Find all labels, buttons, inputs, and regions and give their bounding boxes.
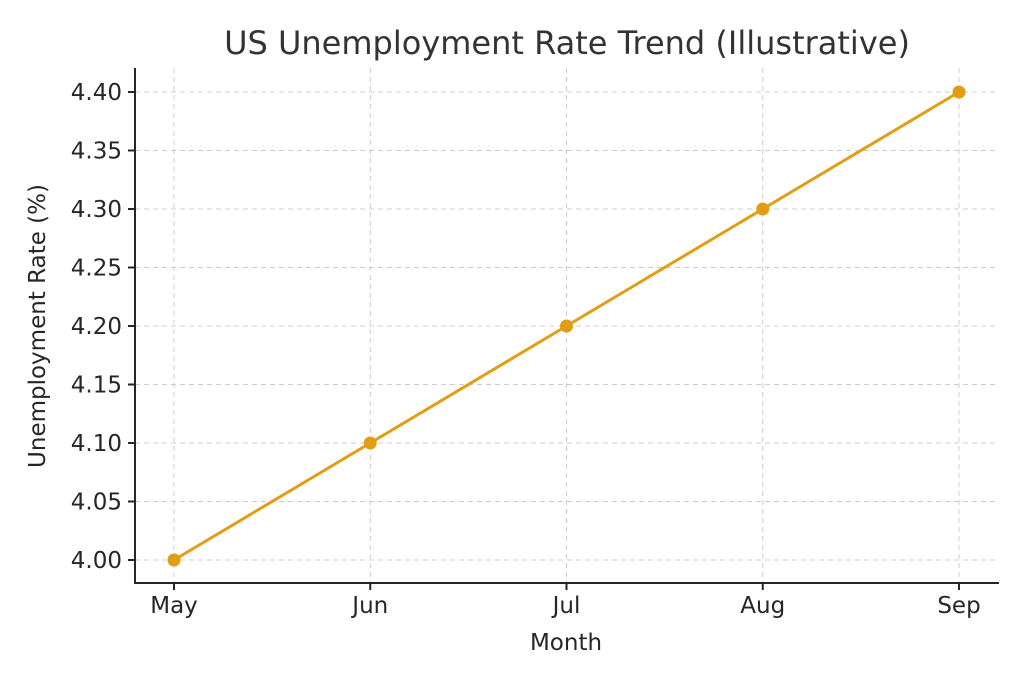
x-axis-ticks: May Jun Jul Aug Sep — [150, 583, 981, 619]
x-tick-label: May — [150, 593, 198, 619]
y-tick-label: 4.10 — [71, 431, 122, 457]
y-axis-ticks: 4.00 4.05 4.10 4.15 4.20 4.25 4.30 4.35 4.40 — [71, 80, 135, 574]
data-point-marker — [167, 553, 181, 567]
y-tick-label: 4.30 — [71, 197, 122, 223]
data-point-marker — [952, 85, 966, 99]
x-axis-label: Month — [530, 630, 602, 656]
data-series — [167, 85, 966, 567]
chart-title: US Unemployment Rate Trend (Illustrative… — [224, 24, 910, 62]
y-axis-label: Unemployment Rate (%) — [25, 184, 51, 468]
x-tick-label: Aug — [740, 593, 785, 619]
data-point-marker — [756, 202, 770, 216]
y-tick-label: 4.15 — [71, 373, 122, 399]
data-point-marker — [363, 436, 377, 450]
x-tick-label: Sep — [937, 593, 980, 619]
y-tick-label: 4.40 — [71, 80, 122, 106]
y-tick-label: 4.00 — [71, 548, 122, 574]
x-tick-label: Jul — [551, 593, 581, 619]
y-tick-label: 4.05 — [71, 490, 122, 516]
y-tick-label: 4.25 — [71, 256, 122, 282]
data-point-marker — [560, 319, 573, 333]
y-tick-label: 4.35 — [71, 139, 122, 165]
y-tick-label: 4.20 — [71, 314, 122, 340]
x-tick-label: Jun — [350, 593, 388, 619]
